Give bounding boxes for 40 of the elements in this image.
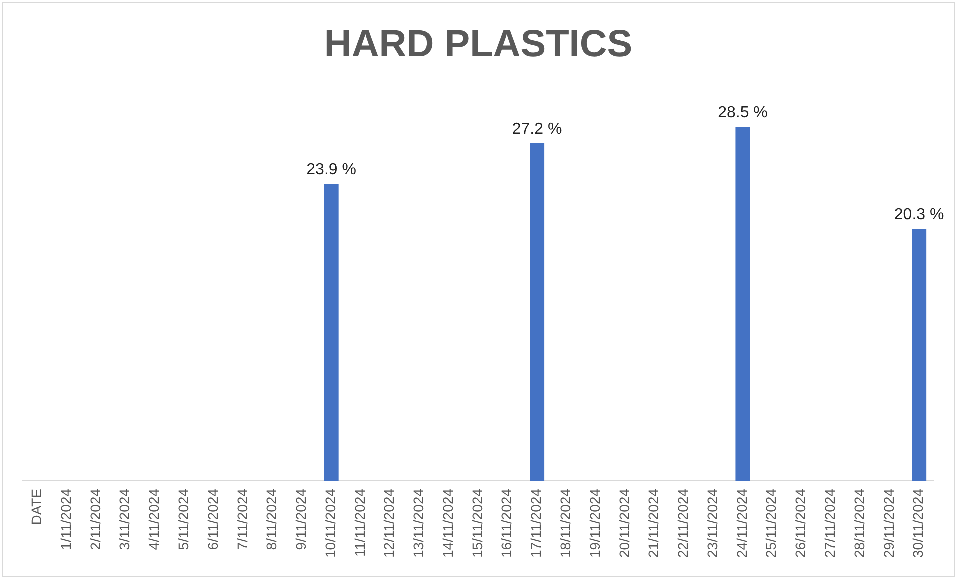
x-tick-label: 3/11/2024 xyxy=(116,488,133,550)
x-tick-label: 23/11/2024 xyxy=(704,488,720,558)
x-tick-label: 6/11/2024 xyxy=(204,488,221,550)
x-tick-label: 11/11/2024 xyxy=(352,488,368,557)
x-tick-label: 5/11/2024 xyxy=(175,488,192,550)
bar xyxy=(530,143,545,481)
x-tick-label: DATE xyxy=(28,488,45,526)
x-tick-label: 26/11/2024 xyxy=(792,488,809,558)
x-tick-label: 12/11/2024 xyxy=(381,488,398,558)
bar xyxy=(324,184,339,481)
x-tick-label: 7/11/2024 xyxy=(234,488,250,550)
x-tick-label: 28/11/2024 xyxy=(851,488,868,558)
x-tick-label: 8/11/2024 xyxy=(264,488,280,550)
x-tick-label: 14/11/2024 xyxy=(440,488,456,558)
x-tick-label: 9/11/2024 xyxy=(293,488,310,550)
x-tick-label: 24/11/2024 xyxy=(734,488,750,558)
x-tick-label: 22/11/2024 xyxy=(675,488,692,558)
x-tick-label: 16/11/2024 xyxy=(498,488,515,558)
bar xyxy=(912,229,927,481)
x-tick-label: 30/11/2024 xyxy=(910,488,926,558)
x-tick-label: 29/11/2024 xyxy=(880,488,897,558)
chart-title: HARD PLASTICS xyxy=(324,23,633,66)
bar xyxy=(736,127,750,481)
x-tick-label: 21/11/2024 xyxy=(646,488,662,558)
x-tick-label: 4/11/2024 xyxy=(146,488,162,550)
x-tick-label: 13/11/2024 xyxy=(410,488,427,558)
data-label: 23.9 % xyxy=(306,162,356,179)
x-tick-label: 10/11/2024 xyxy=(322,488,338,558)
x-tick-label: 17/11/2024 xyxy=(528,488,544,558)
x-tick-label: 18/11/2024 xyxy=(558,488,574,558)
data-label: 20.3 % xyxy=(894,206,944,224)
x-tick-label: 27/11/2024 xyxy=(822,488,838,558)
x-tick-label: 1/11/2024 xyxy=(58,488,74,550)
x-tick-label: 20/11/2024 xyxy=(616,488,632,558)
data-label: 27.2 % xyxy=(512,120,562,138)
x-tick-label: 15/11/2024 xyxy=(469,488,486,558)
x-tick-label: 2/11/2024 xyxy=(87,488,104,550)
data-label: 28.5 % xyxy=(718,104,768,122)
x-tick-label: 19/11/2024 xyxy=(586,488,603,558)
x-tick-label: 25/11/2024 xyxy=(763,488,780,558)
